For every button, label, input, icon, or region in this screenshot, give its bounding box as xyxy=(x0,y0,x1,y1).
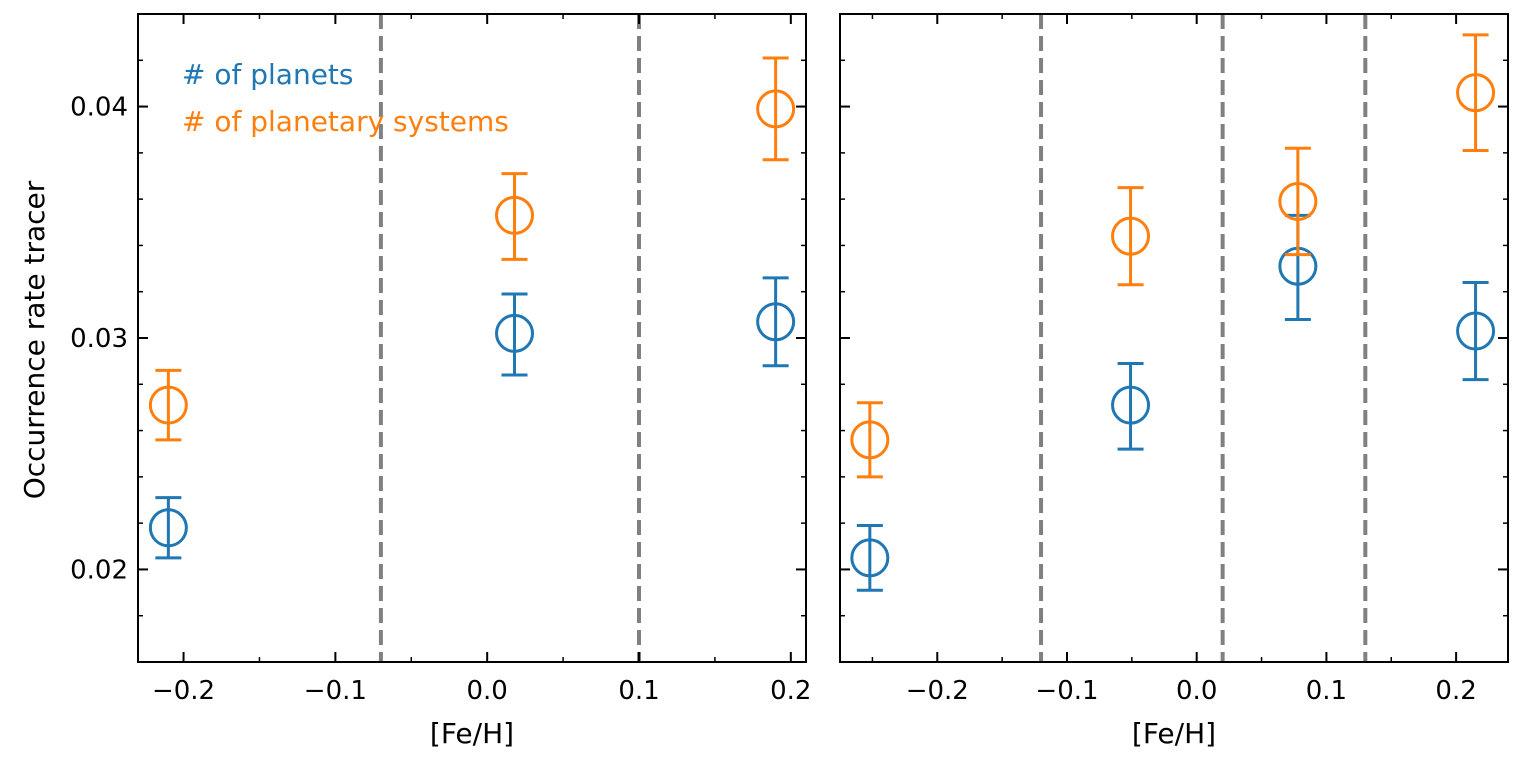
x-axis-label-right: [Fe/H] xyxy=(1132,717,1216,750)
x-tick-label: 0.0 xyxy=(467,676,508,706)
x-tick-label: −0.1 xyxy=(1035,676,1098,706)
y-axis-label: Occurrence rate tracer xyxy=(18,180,51,499)
y-tick-label: 0.02 xyxy=(70,555,128,585)
x-tick-label: −0.2 xyxy=(906,676,969,706)
x-tick-label: −0.2 xyxy=(152,676,215,706)
panel-left: −0.2 −0.1 0.0 0.1 0.2 0.02 0.03 0.04 xyxy=(70,13,811,706)
axes-frame-right xyxy=(839,13,1509,663)
x-tick-label: 0.1 xyxy=(618,676,659,706)
data-point-planetary-systems xyxy=(1111,216,1151,256)
data-point-planets xyxy=(850,538,890,578)
x-tick-label: 0.2 xyxy=(770,676,811,706)
axes-frame-left xyxy=(137,13,807,663)
data-point-planetary-systems xyxy=(850,420,890,460)
legend-entry-planetary-systems: # of planetary systems xyxy=(182,105,509,138)
data-point-planets xyxy=(1456,311,1496,351)
data-point-planetary-systems xyxy=(495,195,535,235)
y-tick-label: 0.04 xyxy=(70,93,128,123)
y-tick-label: 0.03 xyxy=(70,324,128,354)
data-point-planetary-systems xyxy=(1278,181,1318,221)
legend-entry-planets: # of planets xyxy=(182,58,354,91)
legend: # of planets # of planetary systems xyxy=(182,58,509,138)
data-point-planetary-systems xyxy=(756,89,796,129)
x-tick-label: 0.2 xyxy=(1435,676,1476,706)
data-point-planets xyxy=(756,302,796,342)
x-axis-label-left: [Fe/H] xyxy=(430,717,514,750)
x-tick-label: 0.0 xyxy=(1176,676,1217,706)
x-tick-label: 0.1 xyxy=(1306,676,1347,706)
data-point-planetary-systems xyxy=(1456,73,1496,113)
data-point-planets xyxy=(1111,385,1151,425)
data-point-planetary-systems xyxy=(148,385,188,425)
data-point-planets xyxy=(148,508,188,548)
x-tick-label: −0.1 xyxy=(304,676,367,706)
data-point-planets xyxy=(495,313,535,353)
panel-right: −0.2 −0.1 0.0 0.1 0.2 xyxy=(839,13,1509,706)
